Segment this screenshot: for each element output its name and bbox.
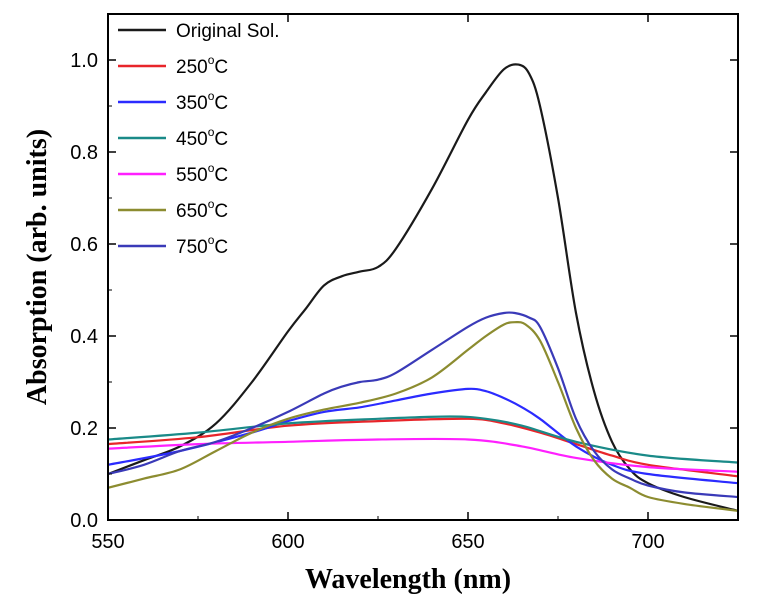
x-tick-label-3: 700 (631, 531, 664, 553)
legend-label-1: 250oC (176, 53, 228, 78)
y-tick-label-5: 1.0 (70, 50, 98, 72)
legend-label-6: 750oC (176, 233, 228, 258)
series-line-2 (108, 387, 738, 485)
ticks-layer: 550 600 650 700 0.0 0.2 0.4 0.6 0.8 1.0 (70, 13, 739, 553)
series-line-6 (108, 311, 738, 499)
series-line-3 (108, 415, 738, 464)
series-line-0 (108, 63, 738, 512)
legend-label-3: 450oC (176, 125, 228, 150)
legend: Original Sol. 250oC 350oC 450oC 550oC 650oC 75… (118, 21, 280, 258)
y-axis-label: Absorption (arb. units) (22, 129, 53, 405)
x-tick-label-0: 550 (91, 531, 124, 553)
legend-label-2: 350oC (176, 89, 228, 114)
legend-label-0: Original Sol. (176, 21, 280, 42)
series-line-5 (108, 321, 738, 512)
legend-label-5: 650oC (176, 197, 228, 222)
x-tick-label-1: 600 (271, 531, 304, 553)
series-layer (108, 63, 738, 512)
series-line-4 (108, 437, 738, 473)
y-tick-label-3: 0.6 (70, 234, 98, 256)
y-tick-label-1: 0.2 (70, 418, 98, 440)
y-tick-label-4: 0.8 (70, 142, 98, 164)
legend-label-4: 550oC (176, 161, 228, 186)
x-axis-label: Wavelength (nm) (305, 564, 511, 594)
plot-frame (107, 13, 739, 521)
y-tick-label-2: 0.4 (70, 326, 98, 348)
y-tick-label-0: 0.0 (70, 510, 98, 532)
x-tick-label-2: 650 (451, 531, 484, 553)
